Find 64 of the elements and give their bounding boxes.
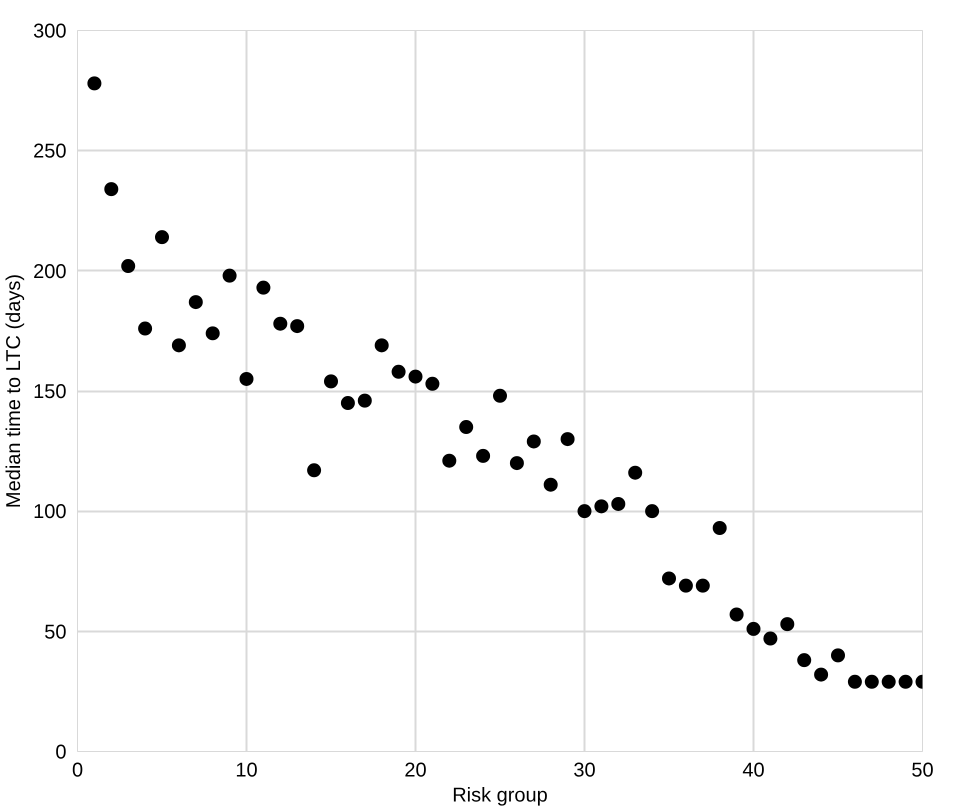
point [645,504,660,518]
point [273,316,288,331]
point [594,499,608,514]
point [172,338,186,352]
point [87,76,102,90]
x-tick-label: 30 [573,760,596,782]
x-tick-label: 40 [742,760,765,782]
point [831,648,845,662]
x-axis-title: Risk group [452,784,548,806]
y-tick-label: 300 [33,20,67,42]
point [408,370,422,384]
point [696,578,710,593]
point [544,478,558,492]
point [222,268,237,283]
point [340,396,355,410]
point [104,182,118,196]
y-tick-label: 100 [33,501,67,524]
point [814,668,828,682]
point [442,454,456,468]
point [730,608,744,622]
y-axis-title: Median time to LTC (days) [3,274,26,508]
point [459,420,474,434]
y-tick-label: 200 [33,260,67,283]
point [763,632,778,646]
point [476,448,490,463]
x-tick-label: 20 [404,760,427,782]
point [374,338,389,352]
y-tick-label: 0 [55,742,66,764]
point [493,388,507,403]
point [780,617,794,632]
point [611,496,626,511]
point [662,571,676,586]
point [864,674,879,689]
point [578,504,592,518]
y-tick-label: 150 [33,381,67,403]
point [746,622,760,636]
y-tick-label: 250 [33,140,67,163]
point [155,230,169,244]
x-tick-label: 0 [72,760,84,782]
point [882,674,896,689]
point [510,456,524,470]
point [526,434,541,448]
point [712,521,727,535]
point [628,466,642,480]
point [240,372,254,386]
point [138,322,152,336]
point [392,364,406,379]
point [307,463,322,478]
point [678,578,693,593]
point [358,394,372,408]
point [121,259,136,274]
point [848,674,862,689]
point [898,674,913,689]
point [797,653,812,668]
point [324,374,338,388]
point [560,432,575,446]
point [188,295,203,310]
x-tick-label: 10 [235,760,258,782]
x-tick-label: 50 [911,760,934,782]
point [425,376,440,391]
point [206,326,220,340]
point [290,319,304,334]
point [256,280,270,295]
y-tick-label: 50 [44,621,67,644]
